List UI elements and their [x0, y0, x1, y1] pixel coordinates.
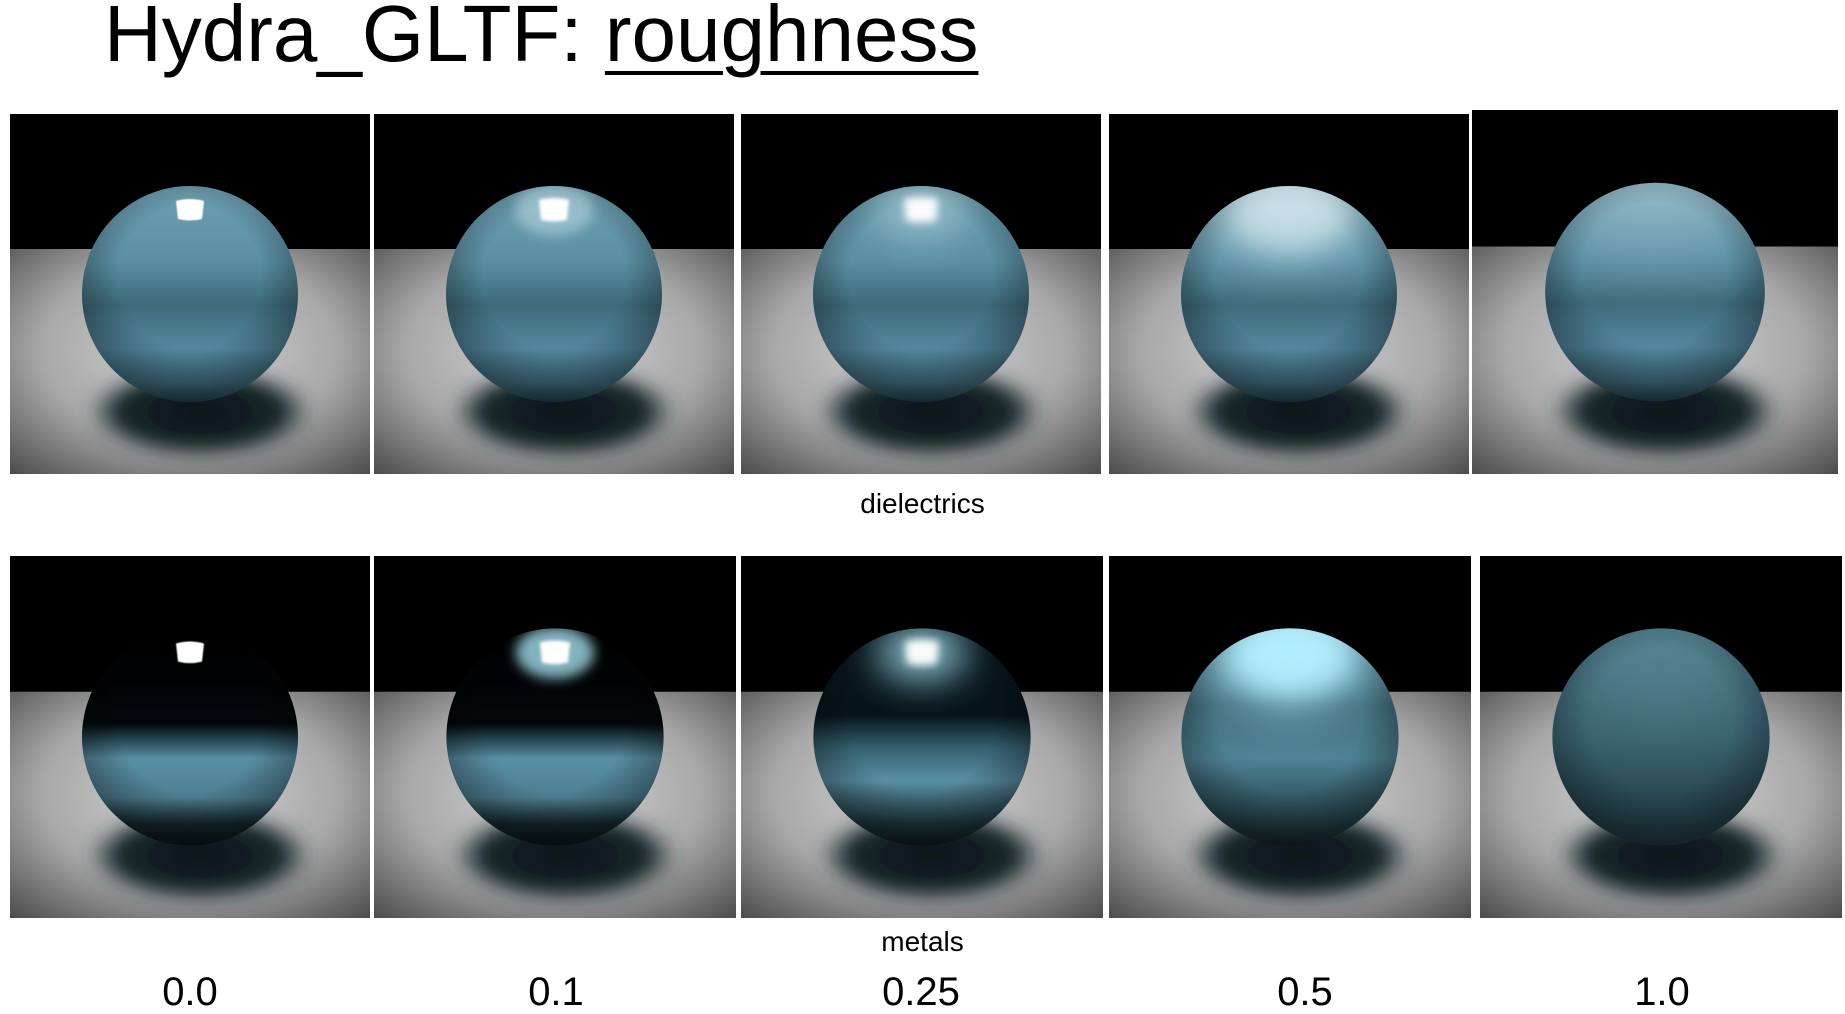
sphere-render: [1109, 114, 1469, 474]
row-label-metals: metals: [881, 926, 964, 957]
render-metal-0: [10, 556, 370, 918]
sphere-render: [1109, 556, 1471, 918]
sphere-render: [10, 114, 370, 474]
render-dielectric-3: [1109, 114, 1469, 474]
sphere-render: [374, 114, 734, 474]
roughness-value-4: 1.0: [1634, 970, 1690, 1014]
render-dielectric-0: [10, 114, 370, 474]
page-title: Hydra_GLTF: roughness: [104, 0, 978, 74]
roughness-value-0: 0.0: [162, 970, 218, 1014]
render-dielectric-4: [1472, 110, 1838, 474]
roughness-value-3: 0.5: [1277, 970, 1333, 1014]
sphere-render: [374, 556, 736, 918]
render-metal-4: [1480, 556, 1842, 918]
render-dielectric-2: [741, 114, 1101, 474]
title-emphasis: roughness: [604, 0, 979, 78]
title-prefix: Hydra_GLTF:: [104, 0, 605, 78]
sphere-render: [10, 556, 370, 918]
sphere-render: [741, 556, 1103, 918]
sphere-render: [1480, 556, 1842, 918]
render-metal-3: [1109, 556, 1471, 918]
render-dielectric-1: [374, 114, 734, 474]
sphere-render: [1472, 110, 1838, 474]
render-metal-1: [374, 556, 736, 918]
roughness-value-1: 0.1: [528, 970, 584, 1014]
row-label-dielectrics: dielectrics: [860, 488, 985, 519]
sphere-render: [741, 114, 1101, 474]
render-metal-2: [741, 556, 1103, 918]
roughness-value-2: 0.25: [882, 970, 960, 1014]
